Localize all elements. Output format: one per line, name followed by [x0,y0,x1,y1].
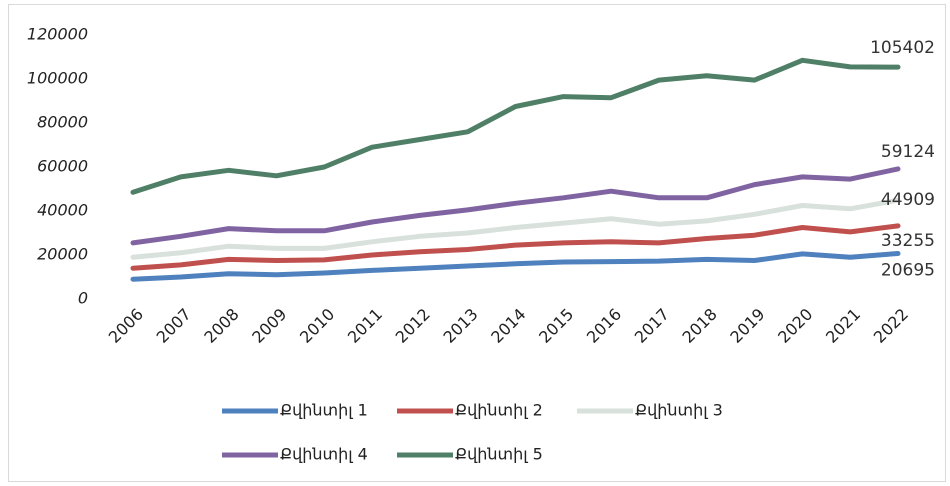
x-tick-label: 2014 [487,305,529,347]
x-tick-label: 2018 [679,305,721,347]
x-tick-label: 2009 [248,305,290,347]
x-tick-label: 2019 [726,305,768,347]
data-label: 44909 [881,190,935,210]
x-tick-label: 2011 [344,305,386,347]
series-line [130,250,901,282]
x-tick-label: 2021 [822,305,864,347]
legend-label: Քվինտիլ 1 [280,401,368,420]
legend-label: Քվինտիլ 2 [455,401,543,420]
x-tick-label: 2012 [392,305,434,347]
x-tick-label: 2022 [870,305,912,347]
y-tick-label: 20000 [37,245,88,264]
chart-border [8,4,946,482]
x-tick-label: 2020 [774,305,816,347]
series-line [130,166,901,246]
x-tick-label: 2013 [439,305,481,347]
y-tick-label: 60000 [37,157,88,176]
x-tick-label: 2010 [296,305,338,347]
series-line [130,223,901,271]
y-tick-label: 40000 [37,201,88,220]
legend-label: Քվինտիլ 4 [280,445,368,464]
x-tick-label: 2006 [105,305,147,347]
y-tick-label: 120000 [27,25,88,44]
series-line [130,197,901,260]
y-tick-label: 100000 [27,69,88,88]
x-tick-label: 2007 [153,305,195,347]
legend-label: Քվինտիլ 5 [455,445,543,464]
data-label: 33255 [881,231,935,251]
x-tick-label: 2016 [583,305,625,347]
x-tick-label: 2008 [200,305,242,347]
x-tick-label: 2015 [535,305,577,347]
y-tick-label: 80000 [37,113,88,132]
series-line [130,57,901,195]
legend-label: Քվինտիլ 3 [635,401,723,420]
data-label: 105402 [870,38,935,58]
y-tick-label: 0 [78,289,88,308]
data-label: 20695 [881,260,935,280]
x-tick-label: 2017 [631,305,673,347]
data-label: 59124 [881,142,935,162]
